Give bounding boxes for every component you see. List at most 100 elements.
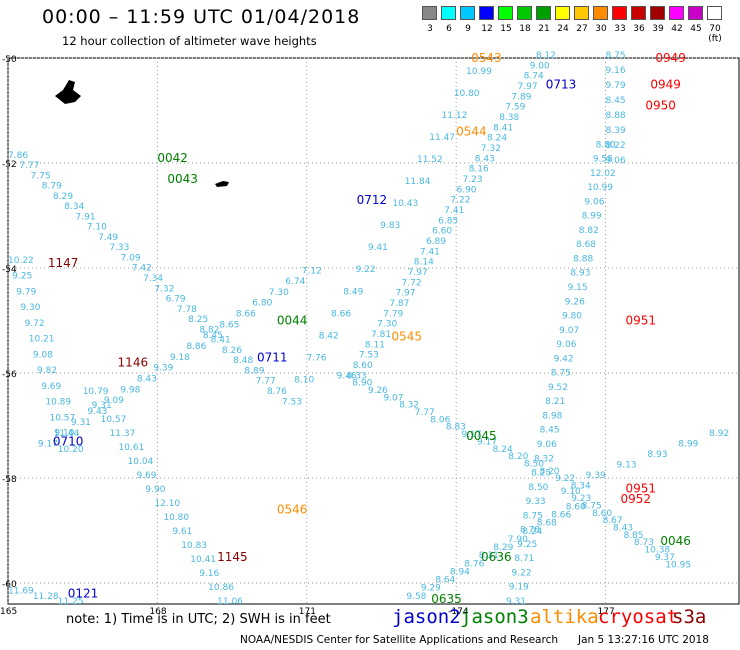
swh-value: 8.73: [634, 538, 654, 548]
swh-value: 7.53: [359, 351, 379, 361]
swh-value: 11.06: [217, 597, 243, 607]
swh-value: 7.23: [463, 175, 483, 185]
swh-value: 10.57: [101, 415, 127, 425]
swh-value: 8.92: [709, 429, 729, 439]
swh-value: 7.30: [377, 320, 397, 330]
swh-value: 7.79: [383, 309, 403, 319]
swh-value: 9.25: [12, 272, 32, 282]
swh-value: 9.33: [526, 497, 546, 507]
swh-value: 9.72: [25, 319, 45, 329]
swh-value: 11.84: [405, 177, 431, 187]
swh-value: 8.76: [267, 387, 287, 397]
swh-value: 7.77: [19, 161, 39, 171]
swh-value: 10.80: [163, 513, 189, 523]
swh-value: 7.87: [389, 299, 409, 309]
swh-value: 10.79: [83, 387, 109, 397]
swh-value: 8.48: [233, 356, 253, 366]
swh-value: 7.32: [154, 284, 174, 294]
swh-value: 9.08: [33, 350, 53, 360]
swh-value: 11.69: [8, 587, 34, 597]
swh-value: 8.74: [524, 72, 544, 82]
swh-value: 9.69: [41, 382, 61, 392]
swh-value: 8.43: [137, 375, 157, 385]
swh-value: 8.32: [534, 454, 554, 464]
swh-value: 8.10: [294, 375, 314, 385]
swh-value: 9.16: [199, 569, 219, 579]
pass-time-label: 0711: [257, 350, 288, 364]
swh-value: 9.82: [37, 366, 57, 376]
swh-value: 8.85: [623, 531, 643, 541]
pass-time-label: 0712: [357, 193, 388, 207]
swh-value: 7.97: [518, 82, 538, 92]
scale-swatch: [631, 6, 646, 20]
swh-value: 7.09: [121, 253, 141, 263]
swh-value: 9.26: [565, 297, 585, 307]
scale-label: 42: [671, 24, 683, 34]
swh-value: 9.79: [606, 81, 626, 91]
swh-value: 8.67: [603, 516, 623, 526]
swh-value: 7.76: [306, 353, 326, 363]
swh-value: 9.06: [606, 156, 626, 166]
swh-value: 8.60: [566, 503, 586, 513]
swh-value: 9.31: [71, 418, 91, 428]
pass-time-label: 0043: [167, 172, 198, 186]
swh-value: 7.34: [143, 274, 163, 284]
swh-value: 8.21: [545, 397, 565, 407]
swh-value: 11.44: [54, 429, 80, 439]
swh-value: 6.89: [426, 237, 446, 247]
swh-value: 10.89: [45, 398, 71, 408]
swh-value: 7.53: [282, 398, 302, 408]
swh-value: 9.43: [87, 407, 107, 417]
pass-time-label: 0042: [157, 151, 188, 165]
legend-jason2: jason2: [392, 606, 461, 628]
swh-value: 8.29: [493, 543, 513, 553]
scale-swatch: [460, 6, 475, 20]
swh-value: 8.60: [353, 361, 373, 371]
pass-time-label: 0045: [466, 429, 497, 443]
pass-time-label: 0121: [68, 587, 99, 601]
swh-value: 10.04: [128, 457, 154, 467]
scale-label: 70 (ft): [708, 24, 722, 44]
swh-value: 9.06: [584, 197, 604, 207]
swh-value: 9.07: [559, 326, 579, 336]
scale-swatch: [498, 6, 513, 20]
scale-label: 3: [427, 24, 433, 34]
swh-value: 7.77: [256, 377, 276, 387]
swh-value: 7.78: [177, 305, 197, 315]
swh-value: 9.58: [406, 592, 426, 602]
timestamp-text: Jan 5 13:27:16 UTC 2018: [578, 634, 709, 646]
swh-value: 8.78: [520, 526, 540, 536]
scale-label: 21: [538, 24, 550, 34]
scale-swatch: [536, 6, 551, 20]
swh-value: 8.26: [222, 346, 242, 356]
pass-time-label: 0951: [625, 314, 656, 328]
swh-value: 8.68: [537, 519, 557, 529]
swh-value: 6.74: [285, 277, 305, 287]
scale-swatch: [441, 6, 456, 20]
swh-value: 9.22: [512, 568, 532, 578]
scale-swatch: [517, 6, 532, 20]
lat-label: -56: [2, 370, 17, 380]
swh-value: 7.49: [98, 233, 118, 243]
lon-label: -174: [448, 607, 469, 617]
swh-value: 9.07: [383, 393, 403, 403]
swh-value: 9.29: [421, 584, 441, 594]
swh-value: 9.06: [556, 340, 576, 350]
swh-value: 8.25: [188, 315, 208, 325]
pass-time-label: 0950: [645, 98, 676, 112]
map-title: 00:00 – 11:59 UTC 01/04/2018: [42, 6, 361, 28]
swh-value: 8.82: [579, 226, 599, 236]
swh-value: 7.42: [132, 264, 152, 274]
swh-value: 9.06: [537, 440, 557, 450]
swh-value: 8.94: [450, 567, 470, 577]
swh-value: 11.47: [429, 133, 455, 143]
swh-value: 9.15: [568, 283, 588, 293]
lat-label: -50: [2, 55, 17, 65]
swh-value: 7.22: [450, 196, 470, 206]
swh-value: 9.41: [368, 243, 388, 253]
pass-time-label: 0544: [456, 125, 487, 139]
scale-swatch: [688, 6, 703, 20]
swh-value: 9.37: [655, 553, 675, 563]
swh-value: 9.31: [92, 401, 112, 411]
